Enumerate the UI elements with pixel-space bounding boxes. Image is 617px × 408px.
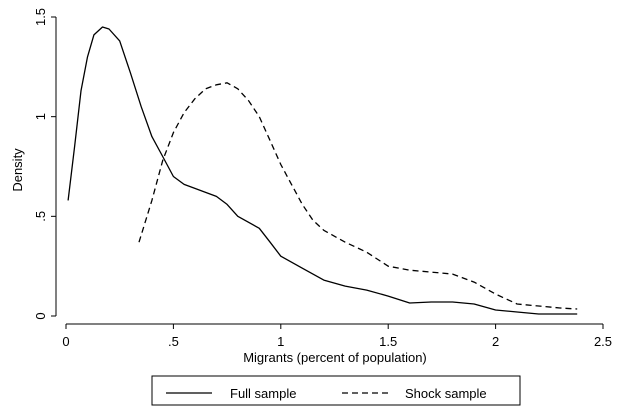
legend-label-shock-sample: Shock sample (405, 386, 487, 401)
legend: Full sample Shock sample (151, 375, 521, 406)
y-tick-label: .5 (33, 211, 48, 222)
y-tick-label: 1 (33, 113, 48, 120)
plot-area (56, 8, 611, 324)
plot-background (56, 8, 611, 324)
x-tick-label: 0 (62, 334, 69, 349)
y-tick-label: 0 (33, 312, 48, 319)
legend-box (151, 375, 521, 406)
series-layer (67, 26, 578, 315)
x-tick-label: 2.5 (594, 334, 612, 349)
series-line-shock-sample (138, 82, 578, 310)
legend-label-full-sample: Full sample (230, 386, 296, 401)
x-axis-title: Migrants (percent of population) (243, 350, 427, 365)
x-axis: 0 .5 1 1.5 2 2.5 (62, 323, 612, 349)
x-tick-label: 2 (492, 334, 499, 349)
x-tick-label: .5 (168, 334, 179, 349)
x-tick-label: 1.5 (379, 334, 397, 349)
y-axis-title: Density (10, 148, 25, 192)
y-tick-label: 1.5 (33, 8, 48, 26)
series-line-full-sample (67, 26, 578, 315)
y-axis: 0 .5 1 1.5 (33, 8, 57, 320)
x-tick-label: 1 (277, 334, 284, 349)
